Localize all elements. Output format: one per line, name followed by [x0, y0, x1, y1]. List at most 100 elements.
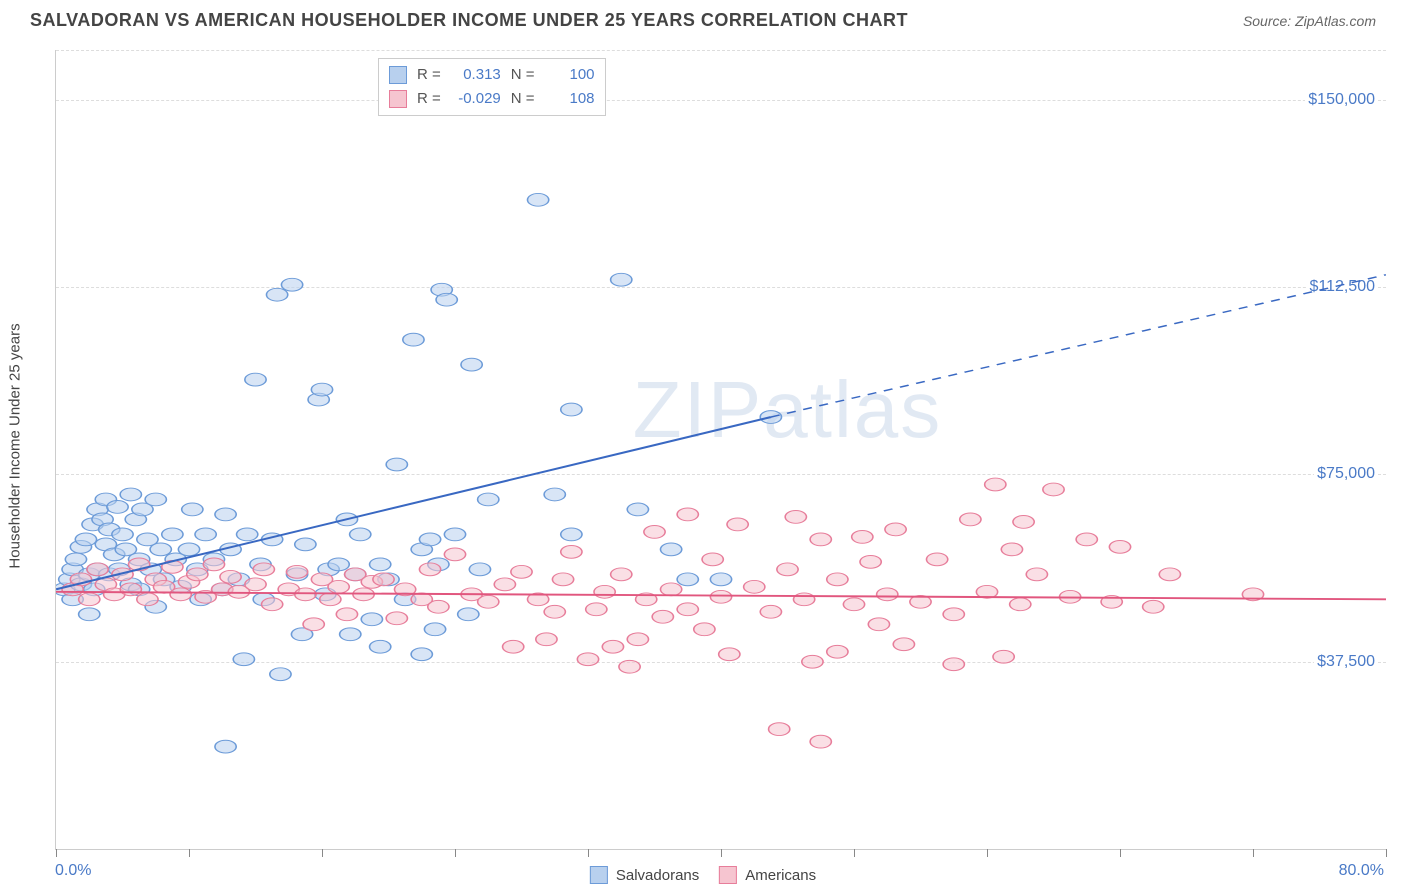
data-point	[428, 600, 449, 613]
data-point	[511, 565, 532, 578]
data-point	[694, 623, 715, 636]
data-point	[852, 530, 873, 543]
data-point	[769, 723, 790, 736]
x-tick	[189, 849, 190, 857]
data-point	[710, 573, 731, 586]
chart-title: SALVADORAN VS AMERICAN HOUSEHOLDER INCOM…	[30, 10, 908, 31]
x-axis-min-label: 0.0%	[55, 862, 91, 880]
series-legend: Salvadorans Americans	[590, 866, 816, 884]
chart-area: ZIPatlas $37,500$75,000$112,500$150,000	[55, 50, 1386, 850]
data-point	[361, 613, 382, 626]
data-point	[320, 593, 341, 606]
data-point	[810, 533, 831, 546]
data-point	[727, 518, 748, 531]
data-point	[386, 612, 407, 625]
data-point	[281, 278, 302, 291]
data-point	[1143, 600, 1164, 613]
data-point	[370, 558, 391, 571]
data-point	[494, 578, 515, 591]
swatch-americans	[389, 90, 407, 108]
data-point	[611, 273, 632, 286]
data-point	[162, 528, 183, 541]
swatch-salvadorans	[389, 66, 407, 84]
data-point	[295, 588, 316, 601]
data-point	[602, 640, 623, 653]
data-point	[424, 623, 445, 636]
data-point	[594, 585, 615, 598]
data-point	[478, 493, 499, 506]
data-point	[336, 608, 357, 621]
x-tick	[455, 849, 456, 857]
data-point	[478, 595, 499, 608]
x-tick	[1120, 849, 1121, 857]
data-point	[237, 528, 258, 541]
data-point	[1159, 568, 1180, 581]
data-point	[893, 638, 914, 651]
data-point	[827, 573, 848, 586]
data-point	[677, 508, 698, 521]
data-point	[311, 383, 332, 396]
data-point	[993, 650, 1014, 663]
data-point	[270, 668, 291, 681]
data-point	[760, 605, 781, 618]
data-point	[619, 660, 640, 673]
data-point	[419, 533, 440, 546]
data-point	[253, 563, 274, 576]
correlation-legend: R = 0.313 N = 100 R = -0.029 N = 108	[378, 58, 606, 116]
data-point	[660, 583, 681, 596]
r-label: R =	[417, 63, 441, 87]
data-point	[182, 503, 203, 516]
data-point	[719, 648, 740, 661]
data-point	[561, 403, 582, 416]
r-label: R =	[417, 87, 441, 111]
data-point	[458, 608, 479, 621]
data-point	[1001, 543, 1022, 556]
x-axis-max-label: 80.0%	[1339, 862, 1384, 880]
data-point	[552, 573, 573, 586]
data-point	[1013, 516, 1034, 529]
n-label: N =	[511, 63, 535, 87]
data-point	[527, 193, 548, 206]
data-point	[885, 523, 906, 536]
data-point	[611, 568, 632, 581]
data-point	[710, 590, 731, 603]
data-point	[295, 538, 316, 551]
data-point	[586, 603, 607, 616]
data-point	[1076, 533, 1097, 546]
data-point	[536, 633, 557, 646]
data-point	[178, 543, 199, 556]
r-value-salvadorans: 0.313	[451, 63, 501, 87]
swatch-icon	[590, 866, 608, 884]
data-point	[266, 288, 287, 301]
data-point	[627, 503, 648, 516]
data-point	[328, 558, 349, 571]
data-point	[544, 488, 565, 501]
x-tick	[721, 849, 722, 857]
data-point	[303, 618, 324, 631]
data-point	[627, 633, 648, 646]
data-point	[810, 735, 831, 748]
legend-row-americans: R = -0.029 N = 108	[389, 87, 595, 111]
data-point	[261, 598, 282, 611]
data-point	[793, 593, 814, 606]
plot-area: ZIPatlas $37,500$75,000$112,500$150,000	[55, 50, 1386, 850]
r-value-americans: -0.029	[451, 87, 501, 111]
legend-label: Americans	[745, 867, 816, 884]
data-point	[777, 563, 798, 576]
legend-label: Salvadorans	[616, 867, 699, 884]
data-point	[220, 570, 241, 583]
data-point	[187, 568, 208, 581]
data-point	[350, 528, 371, 541]
data-point	[215, 508, 236, 521]
data-point	[461, 358, 482, 371]
data-point	[877, 588, 898, 601]
data-point	[170, 588, 191, 601]
legend-row-salvadorans: R = 0.313 N = 100	[389, 63, 595, 87]
swatch-icon	[719, 866, 737, 884]
data-point	[1026, 568, 1047, 581]
data-point	[677, 603, 698, 616]
source-attribution: Source: ZipAtlas.com	[1243, 13, 1376, 29]
y-axis-label: Householder Income Under 25 years	[7, 323, 24, 568]
data-point	[843, 598, 864, 611]
data-point	[340, 628, 361, 641]
